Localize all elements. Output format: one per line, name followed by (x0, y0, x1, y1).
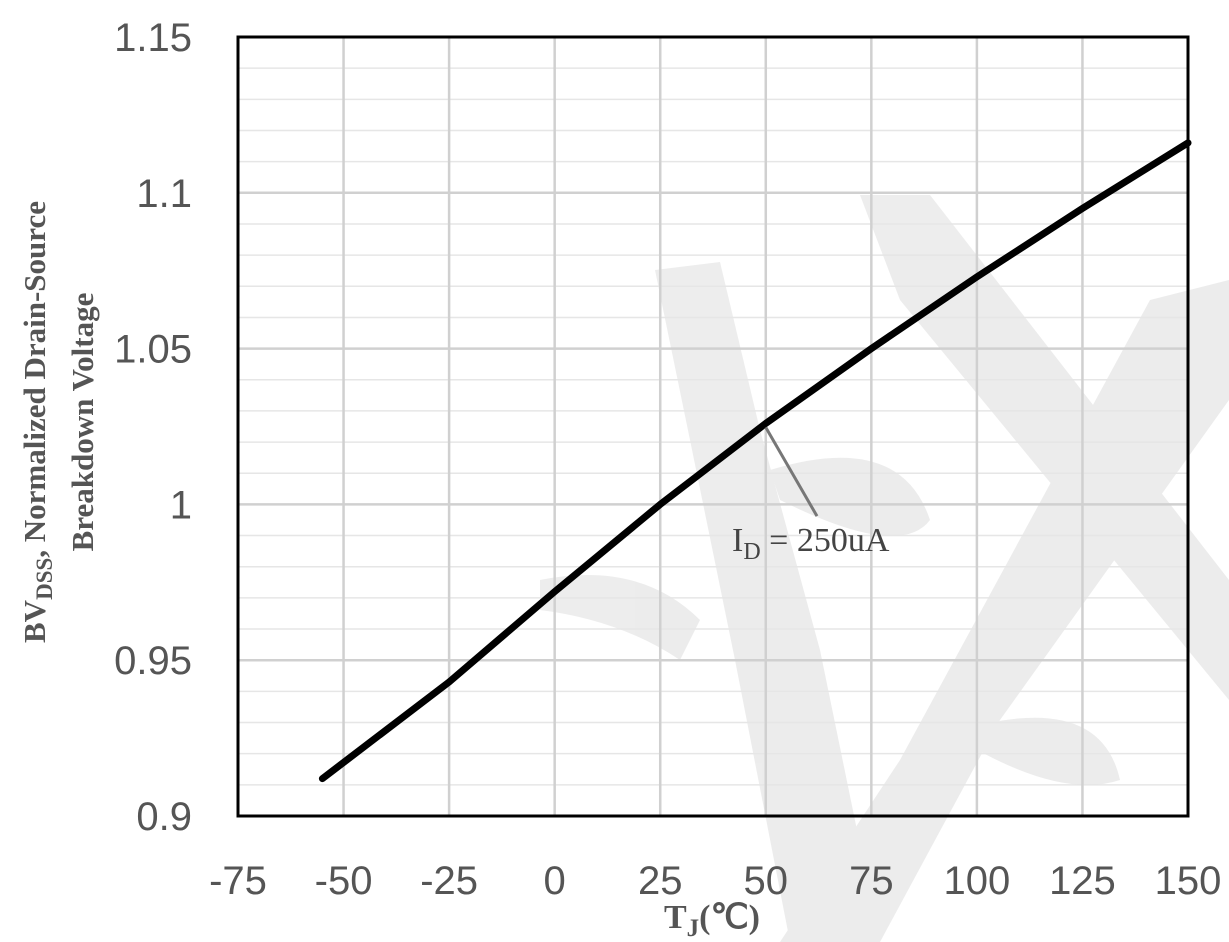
plot-area-frame (236, 35, 1190, 818)
y-tick-labels: 0.9 0.95 1 1.05 1.1 1.15 (114, 16, 192, 839)
y-axis-label-suffix: , Normalized Drain-Source (17, 201, 52, 558)
x-axis-label-main: T (664, 899, 687, 936)
y-axis-label-subscript: DSS (32, 558, 57, 600)
y-tick-label: 1.05 (114, 328, 192, 372)
x-axis-label-unit: (℃) (699, 899, 760, 936)
x-tick-label: 0 (544, 859, 566, 903)
x-tick-label: -75 (209, 859, 267, 903)
x-tick-label: 150 (1155, 859, 1222, 903)
x-tick-label: 25 (638, 859, 683, 903)
y-axis-label-line2: Breakdown Voltage (65, 293, 100, 552)
minor-grid (238, 67, 1188, 786)
x-tick-label: -50 (315, 859, 373, 903)
x-tick-label: 100 (944, 859, 1011, 903)
x-tick-label: 75 (849, 859, 894, 903)
x-tick-label: 50 (744, 859, 789, 903)
y-axis-label-prefix: BV (17, 599, 52, 643)
y-tick-label: 1 (170, 483, 192, 527)
y-tick-label: 0.9 (136, 795, 192, 839)
annotation-layer: ID = 250uA (732, 426, 890, 565)
annotation-label: ID = 250uA (732, 522, 890, 565)
series-layer (318, 139, 1192, 783)
y-tick-label: 1.15 (114, 16, 192, 60)
annotation-leader (764, 426, 819, 517)
x-tick-label: 125 (1049, 859, 1116, 903)
y-axis-label-line1: BVDSS, Normalized Drain-Source (17, 201, 57, 643)
series-line (318, 139, 1192, 783)
x-tick-label: -25 (420, 859, 478, 903)
x-axis-label-subscript: J (687, 915, 700, 942)
watermark (540, 195, 1229, 942)
x-axis-label: TJ(℃) (664, 899, 760, 942)
y-tick-label: 0.95 (114, 639, 192, 683)
x-tick-labels: -75 -50 -25 0 25 50 75 100 125 150 (209, 859, 1221, 903)
y-tick-label: 1.1 (136, 172, 192, 216)
